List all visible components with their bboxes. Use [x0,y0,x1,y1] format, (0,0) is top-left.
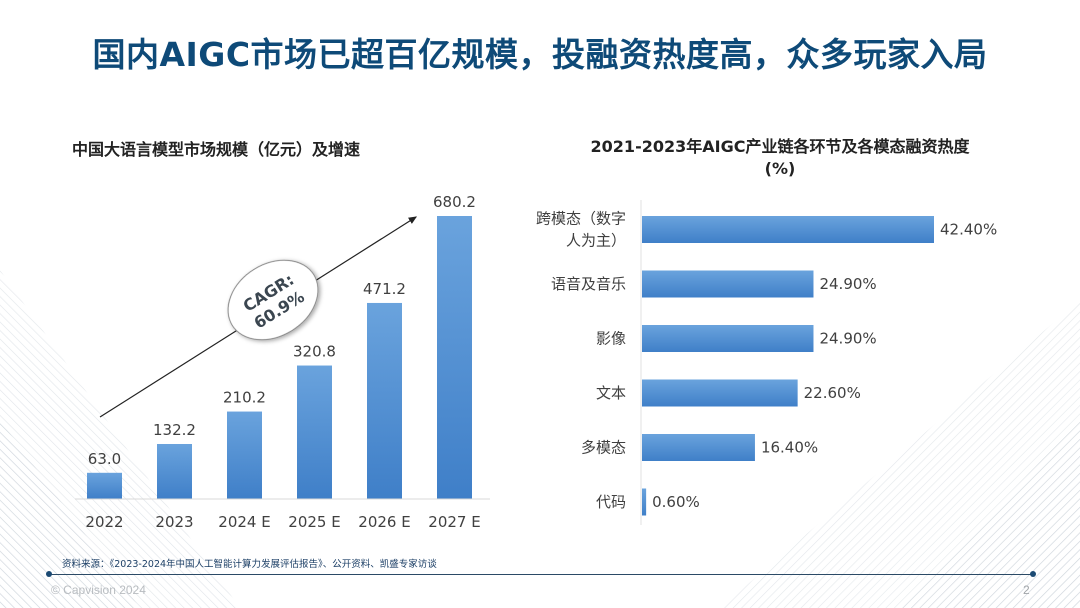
copyright: © Capvision 2024 [51,583,146,597]
y-category-label: 跨模态（数字 [536,210,626,228]
hbar-1 [642,270,814,298]
source-note: 资料来源：《2023-2024年中国人工智能计算力发展评估报告》、公开资料、凯盛… [62,559,437,570]
right-chart-title-line1: 2021-2023年AIGC产业链各环节及各模态融资热度 [590,137,970,156]
y-category-label: 文本 [596,384,626,402]
x-tick-label: 2027 E [428,513,480,531]
hbar-value-label: 24.90% [819,275,876,293]
hbar-value-label: 24.90% [819,330,876,348]
x-tick-label: 2025 E [288,513,340,531]
hbar-5 [642,488,647,516]
cagr-annotation: CAGR: 60.9% [227,259,319,341]
y-category-label: 多模态 [581,439,626,457]
right-chart-title-line2: (%) [764,159,796,178]
y-category-label: 影像 [596,330,626,348]
hbar-value-label: 0.60% [652,493,700,511]
right-chart-title: 2021-2023年AIGC产业链各环节及各模态融资热度 (%) [555,136,1005,180]
bar-value-label: 210.2 [223,389,266,407]
x-tick-label: 2023 [155,513,193,531]
bar-2025-e [297,365,332,499]
bar-value-label: 471.2 [363,280,406,298]
cagr-ellipse [227,259,319,341]
hbar-3 [642,379,798,407]
footer-divider [48,574,1033,575]
hbar-value-label: 22.60% [804,384,861,402]
left-chart-title: 中国大语言模型市场规模（亿元）及增速 [72,140,361,159]
hbar-0 [642,216,934,243]
bar-2023 [157,443,192,499]
hbar-value-label: 42.40% [940,221,997,239]
footer-dot-left [46,571,52,577]
bar-2026-e [367,302,402,499]
bar-2024-e [227,411,262,499]
bar-value-label: 132.2 [153,421,196,439]
x-tick-label: 2022 [85,513,123,531]
footer-dot-right [1030,571,1036,577]
x-tick-label: 2026 E [358,513,410,531]
hbar-4 [642,434,755,461]
bar-value-label: 63.0 [88,450,121,468]
market-size-bar-chart: 63.0 2022 132.2 2023 210.2 2024 E 320.8 2025 E 4… [75,193,490,531]
bar-value-label: 680.2 [433,193,476,211]
bar-value-label: 320.8 [293,343,336,361]
hbar-value-label: 16.40% [761,439,818,457]
page-title: 国内AIGC市场已超百亿规模，投融资热度高，众多玩家入局 [92,35,988,74]
page-number: 2 [1023,583,1030,597]
hbar-2 [642,325,814,352]
bar-2027-e [437,216,472,499]
y-category-label: 人为主） [566,232,626,250]
x-tick-label: 2024 E [218,513,270,531]
bar-2022 [87,472,122,499]
y-category-label: 代码 [596,493,626,511]
y-category-label: 语音及音乐 [551,275,626,293]
